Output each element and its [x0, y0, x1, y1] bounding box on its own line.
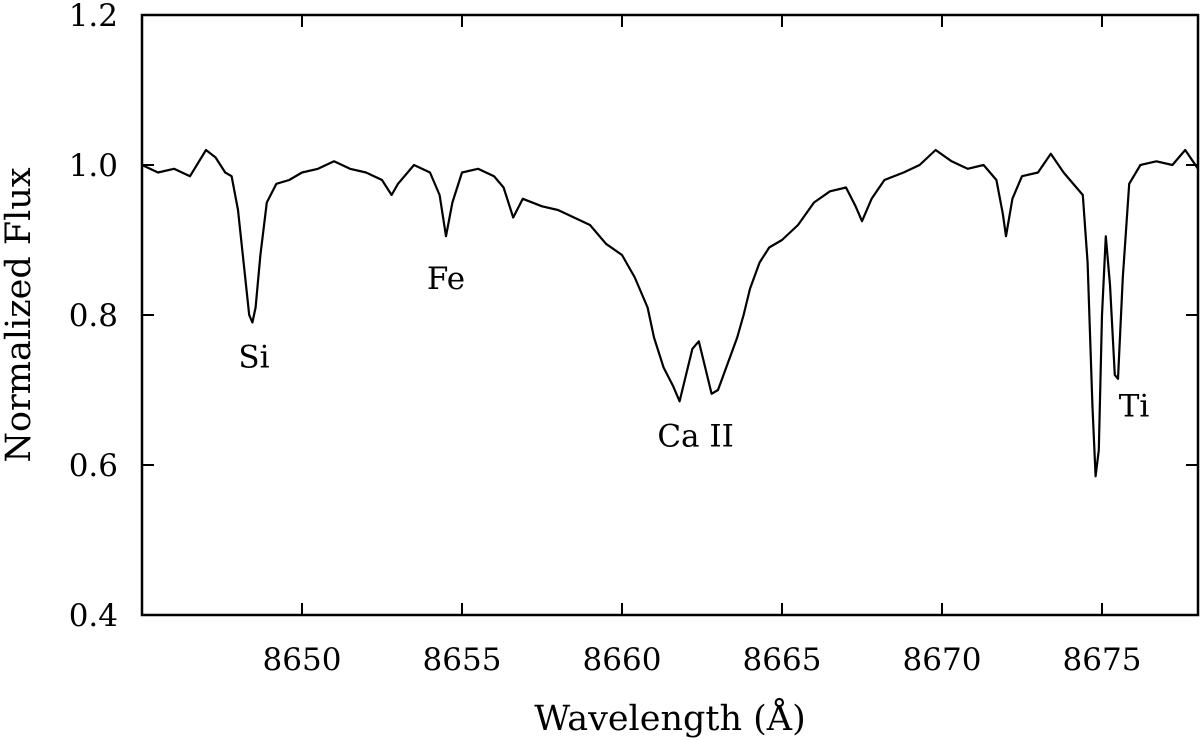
axis-tick-labels: 8650 8655 8660 8665 8670 8675 0.4 0.6 0.8 1.0 1.2 [69, 0, 1142, 678]
line-annotations: Si Fe Ca II Ti [238, 261, 1149, 455]
annotation-label: Fe [427, 261, 465, 297]
x-tick-label: 8675 [1063, 642, 1142, 678]
axis-ticks [142, 14, 1198, 616]
annotation-label: Si [238, 340, 269, 376]
y-axis-title: Normalized Flux [0, 167, 39, 463]
y-tick-label: 0.6 [69, 448, 118, 484]
x-tick-label: 8655 [423, 642, 502, 678]
annotation-label: Ca II [657, 418, 734, 454]
y-tick-label: 0.8 [69, 298, 118, 334]
spectrum-line [141, 148, 1199, 478]
y-tick-label: 1.0 [69, 148, 118, 184]
y-tick-label: 1.2 [69, 0, 118, 34]
x-tick-label: 8660 [583, 642, 662, 678]
x-tick-label: 8670 [903, 642, 982, 678]
x-tick-label: 8650 [263, 642, 342, 678]
plot-frame [140, 13, 1200, 617]
annotation-label: Ti [1119, 388, 1150, 424]
x-tick-label: 8665 [743, 642, 822, 678]
x-axis-title: Wavelength (Å) [534, 696, 805, 739]
y-tick-label: 0.4 [69, 598, 118, 634]
